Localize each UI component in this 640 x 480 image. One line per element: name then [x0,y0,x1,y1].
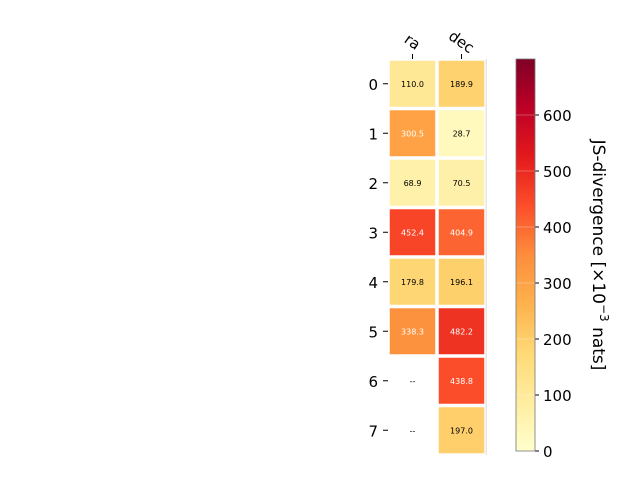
colorbar-tick-label: 0 [543,443,553,461]
heatmap-cell [388,306,437,356]
colorbar-border [515,58,536,452]
heatmap-cell [437,306,486,356]
colorbar-tick-label: 300 [543,275,572,293]
heatmap-cell-value-label: 68.9 [404,179,422,188]
row-tick-label: 6 [368,373,378,391]
heatmap-cell-value-label: 338.3 [401,327,424,336]
heatmap-cell [437,158,486,208]
heatmap-cell-value-label: 28.7 [453,129,471,138]
heatmap-cell-value-label: 482.2 [450,327,473,336]
column-tick-label: dec [445,27,477,57]
heatmap-cell-value-label: 179.8 [401,278,424,287]
heatmap-cell [437,207,486,257]
heatmap-cell-value-label: 300.5 [401,129,424,138]
heatmap-cell-missing-label: -- [410,426,416,435]
heatmap-cell-value-label: 197.0 [450,426,473,435]
heatmap-cell-value-label: 452.4 [401,228,424,237]
heatmap-cell [388,158,437,208]
colorbar-tick-label: 600 [543,107,572,125]
row-tick-label: 7 [368,422,378,440]
colorbar-gradient [516,59,535,451]
row-tick-label: 2 [368,175,378,193]
colorbar-tick-label: 200 [543,331,572,349]
row-tick-label: 4 [368,274,378,292]
column-tick-label: ra [401,30,424,54]
row-tick-label: 5 [368,323,378,341]
colorbar-tick-label: 500 [543,163,572,181]
heatmap-cell [388,257,437,307]
heatmap-cell [388,108,437,158]
heatmap-cell-value-label: 189.9 [450,80,473,89]
heatmap-cell [388,59,437,109]
heatmap-cell-value-label: 438.8 [450,377,473,386]
colorbar-label-prefix: JS-divergence [×10 [588,139,608,304]
heatmap-cell [437,405,486,455]
heatmap-cell [388,207,437,257]
heatmap-grid: 110.0 189.9 300.5 28.7 68.9 70.5 452.4 404.9 179… [368,27,487,455]
heatmap-cell [437,257,486,307]
colorbar: 0 100 200 300 400 500 600 JS-divergence [×10−3 … [515,58,611,461]
colorbar-tick-label: 400 [543,219,572,237]
heatmap-cell-value-label: 196.1 [450,278,473,287]
colorbar-label-exponent: −3 [597,304,611,322]
colorbar-tick-label: 100 [543,387,572,405]
heatmap-cell-value-label: 70.5 [453,179,471,188]
colorbar-label: JS-divergence [×10−3 nats] [588,139,611,371]
heatmap-cell [437,108,486,158]
row-tick-label: 0 [368,76,378,94]
row-tick-label: 3 [368,224,378,242]
row-tick-label: 1 [368,125,378,143]
heatmap-cell-value-label: 110.0 [401,80,424,89]
heatmap-cell [437,59,486,109]
heatmap-cell [437,356,486,406]
heatmap-cell-missing-label: -- [410,377,416,386]
colorbar-label-suffix: nats] [588,322,608,371]
heatmap-cell-value-label: 404.9 [450,228,473,237]
